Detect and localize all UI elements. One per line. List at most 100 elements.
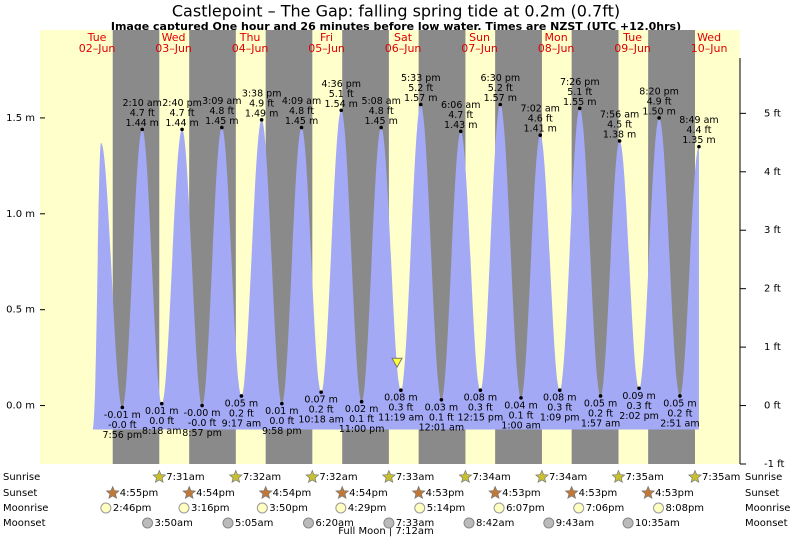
astro-time: 7:35am [625,472,663,483]
day-name: Thu [239,31,261,44]
day-date: 10–Jun [691,42,728,55]
tide-point [180,127,184,132]
sunset-icon [258,485,273,500]
tide-height-ft: 0.2 ft [667,408,692,419]
astro-row-label: Sunrise [3,472,40,483]
sunrise-icon [381,469,396,484]
astro-time: 7:34am [549,472,587,483]
tide-time: 6:30 pm [480,73,520,84]
tide-time: 8:49 am [679,115,718,126]
tide-height-m: 0.08 m [543,393,576,404]
astro-time: 4:53pm [579,488,618,499]
moonrise-icon [414,502,426,514]
tide-height-m: 1.44 m [165,118,198,129]
astro-time: 7:35am [702,472,740,483]
tide-point [678,394,682,398]
y2-tick-label: 3 ft [764,225,781,236]
astro-time: 5:05am [235,518,273,529]
tide-height-m: 1.49 m [245,108,278,119]
tide-height-ft: 4.8 ft [289,106,314,117]
sunset-icon [564,485,579,500]
tide-height-ft: 5.2 ft [488,83,513,94]
astro-time: 3:50pm [269,503,308,514]
astro-time: 8:42am [476,518,514,529]
moonrise-icon [653,502,665,514]
tide-height-ft: 5.1 ft [567,87,592,98]
moonrise-icon [256,502,268,514]
tide-point [259,118,264,122]
tide-time: 7:56 am [600,109,639,120]
sunset-icon [182,485,197,500]
tide-height-m: 1.45 m [285,116,318,127]
tide-time: 3:38 pm [242,88,282,99]
tide-point [538,133,543,137]
tide-point [657,116,661,120]
astro-time: 9:43am [556,518,594,529]
tide-time: 7:56 pm [103,430,143,441]
sunrise-icon [611,469,626,484]
astro-time: 7:33am [396,518,434,529]
tide-height-ft: 4.7 ft [170,108,195,119]
tide-height-ft: 5.1 ft [329,89,354,100]
moonrise-icon [493,502,505,514]
sunset-icon [641,485,656,500]
moonset-icon [383,517,395,529]
astro-time: 4:53pm [502,488,541,499]
moonrise-icon [573,502,585,514]
tide-height-m: 1.45 m [205,116,238,127]
tide-time: 5:33 pm [401,73,441,84]
tide-time: 11:19 am [378,413,423,424]
y-tick-label: 0.0 m [6,401,35,412]
y-tick-label: 1.0 m [6,209,35,220]
tide-point [359,399,364,404]
day-name: Sat [394,31,413,44]
tide-height-m: 1.57 m [484,93,517,104]
astro-time: 4:54pm [196,488,235,499]
y2-tick-label: 2 ft [764,284,781,295]
astro-time: 7:06pm [586,503,625,514]
tide-height-ft: 5.2 ft [408,83,433,94]
tide-height-ft: 0.1 ft [508,410,533,421]
day-date: 04–Jun [232,42,269,55]
tide-point [299,125,304,130]
tide-point [557,388,562,393]
tide-point [697,144,701,149]
tide-height-m: 0.01 m [265,406,298,417]
tide-time: 2:10 am [123,98,162,109]
tide-time: 12:15 pm [458,413,504,424]
tide-height-ft: 4.9 ft [249,98,274,109]
astro-row-label: Moonset [745,518,788,529]
day-name: Tue [622,31,642,44]
footnote: Full Moon | 7:12am [338,526,434,537]
astro-row-label: Sunrise [745,472,782,483]
tide-time: 1:09 pm [540,413,580,424]
tide-height-m: 0.05 m [663,398,696,409]
day-date: 08–Jun [538,42,575,55]
tide-point [339,108,344,113]
tide-height-m: 1.44 m [126,118,159,129]
tide-point [379,125,383,130]
tide-point [637,386,641,391]
day-name: Wed [697,31,721,44]
tide-time: 7:02 am [521,104,560,115]
y2-tick-label: 5 ft [764,108,781,119]
tide-height-ft: 4.8 ft [369,106,394,117]
astro-row-label: Moonrise [3,503,48,514]
tide-height-ft: 0.0 ft [269,416,294,427]
sunset-icon [488,485,503,500]
tide-time: 2:51 am [660,418,699,429]
tide-point [418,102,423,107]
tide-height-ft: -0.0 ft [108,420,137,431]
tide-point [439,398,444,402]
day-name: Fri [320,31,333,44]
tide-time: 3:09 am [202,96,241,107]
tide-time: 12:01 am [419,422,464,433]
tide-time: 8:20 pm [639,86,679,97]
tide-point [458,129,463,134]
tide-height-ft: 0.1 ft [429,412,454,423]
tide-height-ft: 4.4 ft [686,125,711,136]
tide-height-m: 0.05 m [225,398,258,409]
astro-time: 4:53pm [426,488,465,499]
astro-row-label: Moonrise [745,503,790,514]
